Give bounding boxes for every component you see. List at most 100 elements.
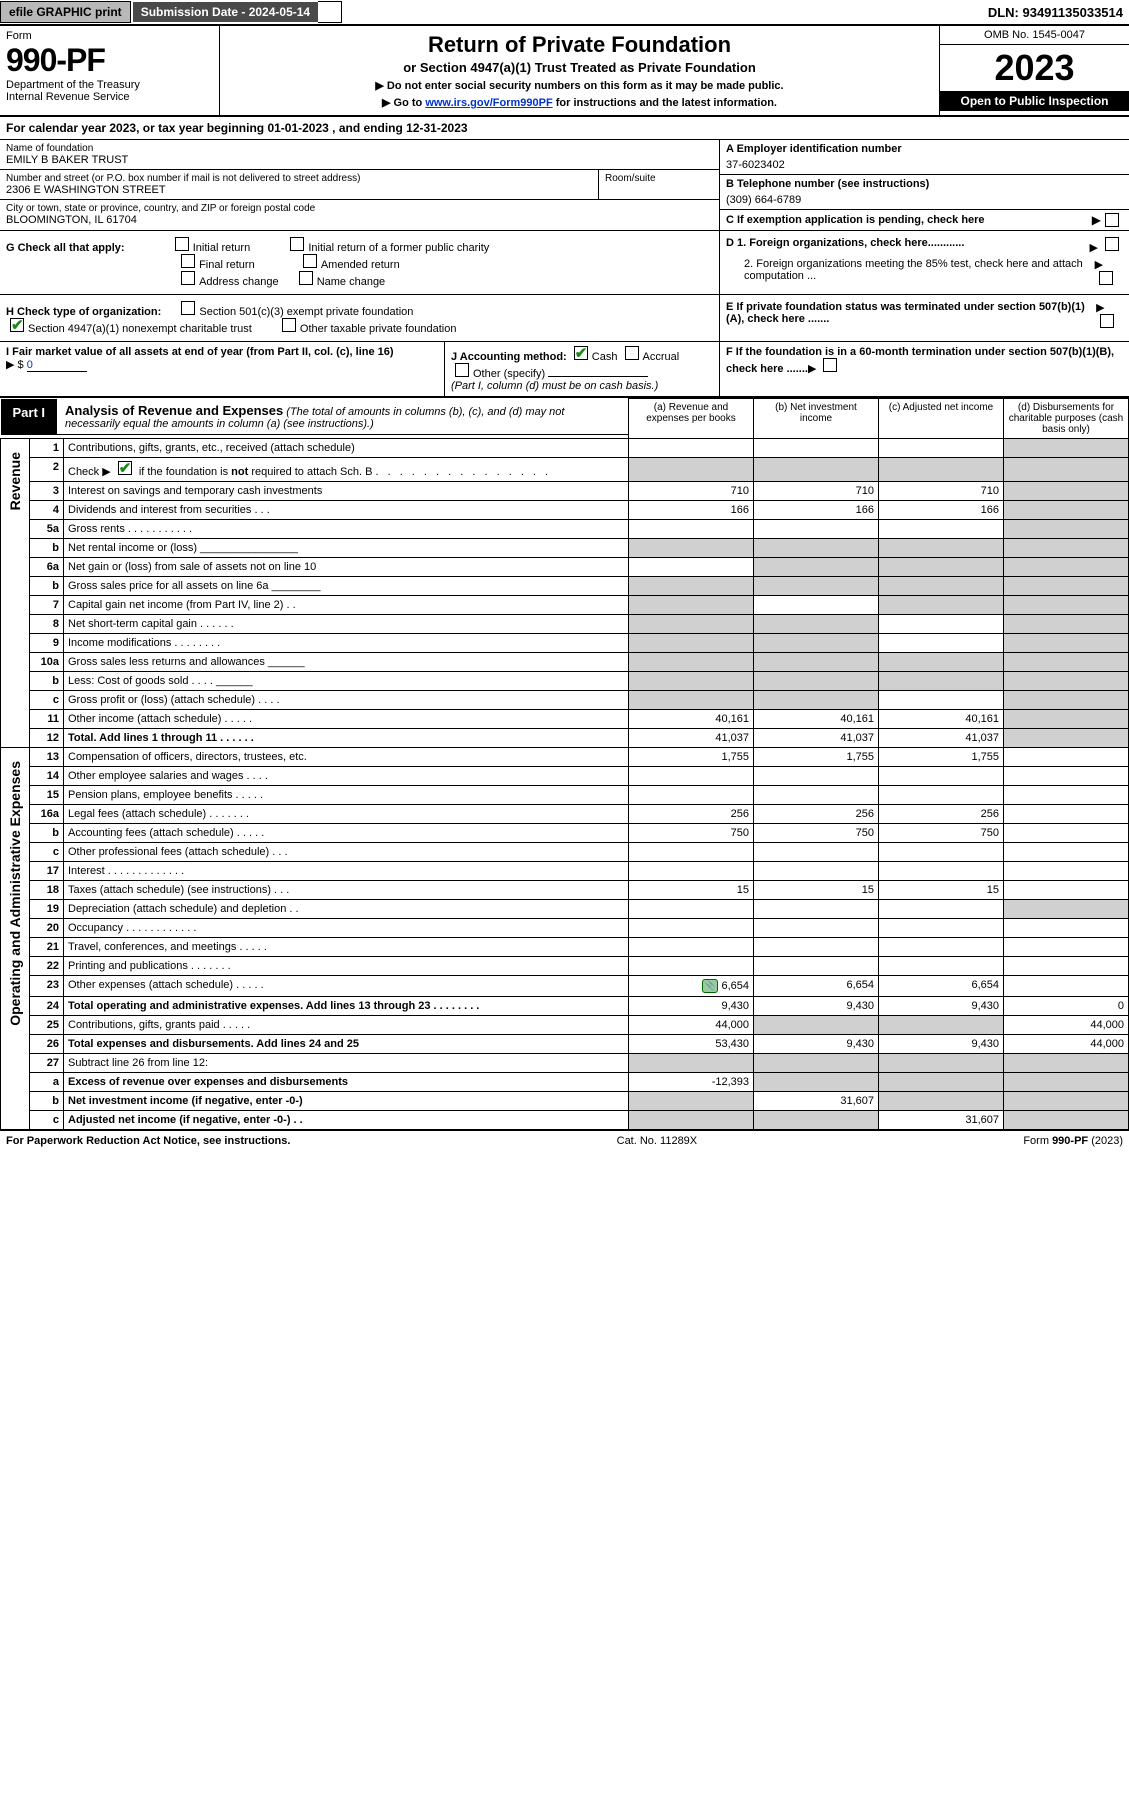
chk-501c3[interactable] — [181, 301, 195, 315]
table-row: Revenue1Contributions, gifts, grants, et… — [1, 439, 1129, 458]
header-left: Form 990-PF Department of the Treasury I… — [0, 26, 220, 115]
table-row: Operating and Administrative Expenses13C… — [1, 748, 1129, 767]
lbl-initial-former: Initial return of a former public charit… — [308, 242, 489, 254]
cell-a — [629, 439, 754, 458]
cell-a — [629, 767, 754, 786]
cell-c: 15 — [879, 881, 1004, 900]
row-desc: Depreciation (attach schedule) and deple… — [64, 900, 629, 919]
lbl-4947a1: Section 4947(a)(1) nonexempt charitable … — [28, 323, 252, 335]
cell-c — [879, 919, 1004, 938]
chk-d2[interactable] — [1099, 271, 1113, 285]
cell-a: -12,393 — [629, 1073, 754, 1092]
row-desc: Excess of revenue over expenses and disb… — [64, 1073, 629, 1092]
cell-b — [754, 596, 879, 615]
name-value: EMILY B BAKER TRUST — [6, 154, 713, 166]
table-row: 24Total operating and administrative exp… — [1, 997, 1129, 1016]
attachment-icon[interactable]: 📎 — [702, 979, 718, 993]
row-number: 4 — [30, 501, 64, 520]
row-number: 6a — [30, 558, 64, 577]
chk-name-change[interactable] — [299, 271, 313, 285]
cell-a — [629, 577, 754, 596]
table-row: 12Total. Add lines 1 through 11 . . . . … — [1, 729, 1129, 748]
lbl-initial: Initial return — [193, 242, 250, 254]
omb-number: OMB No. 1545-0047 — [940, 26, 1129, 45]
top-bar: efile GRAPHIC print Submission Date - 20… — [0, 0, 1129, 26]
table-row: 17Interest . . . . . . . . . . . . . — [1, 862, 1129, 881]
f-label: F If the foundation is in a 60-month ter… — [726, 346, 1114, 375]
lbl-address: Address change — [199, 276, 279, 288]
cell-b — [754, 843, 879, 862]
chk-address-change[interactable] — [181, 271, 195, 285]
entity-block: Name of foundation EMILY B BAKER TRUST N… — [0, 140, 1129, 231]
chk-final-return[interactable] — [181, 254, 195, 268]
cell-a — [629, 653, 754, 672]
f-block: F If the foundation is in a 60-month ter… — [719, 342, 1129, 396]
row-desc: Accounting fees (attach schedule) . . . … — [64, 824, 629, 843]
table-row: 9Income modifications . . . . . . . . — [1, 634, 1129, 653]
address-row: Number and street (or P.O. box number if… — [0, 170, 719, 200]
cell-a: 15 — [629, 881, 754, 900]
cell-d — [1004, 710, 1129, 729]
table-row: 10aGross sales less returns and allowanc… — [1, 653, 1129, 672]
i-block: I Fair market value of all assets at end… — [0, 342, 444, 396]
cell-c: 710 — [879, 482, 1004, 501]
submission-date: Submission Date - 2024-05-14 — [133, 2, 318, 22]
row-number: 19 — [30, 900, 64, 919]
cell-d: 44,000 — [1004, 1016, 1129, 1035]
cell-c — [879, 900, 1004, 919]
chk-sch-b[interactable] — [118, 461, 132, 475]
exemption-checkbox[interactable] — [1105, 213, 1119, 227]
chk-cash[interactable] — [574, 346, 588, 360]
cell-d — [1004, 439, 1129, 458]
chk-other-method[interactable] — [455, 363, 469, 377]
row-number: b — [30, 824, 64, 843]
chk-initial-former[interactable] — [290, 237, 304, 251]
row-desc: Gross sales less returns and allowances … — [64, 653, 629, 672]
cell-d — [1004, 843, 1129, 862]
col-b-header: (b) Net investment income — [754, 399, 879, 439]
table-row: 11Other income (attach schedule) . . . .… — [1, 710, 1129, 729]
chk-d1[interactable] — [1105, 237, 1119, 251]
chk-4947a1[interactable] — [10, 318, 24, 332]
chk-accrual[interactable] — [625, 346, 639, 360]
page-footer: For Paperwork Reduction Act Notice, see … — [0, 1130, 1129, 1151]
calendar-year-line: For calendar year 2023, or tax year begi… — [0, 117, 1129, 140]
cell-a — [629, 862, 754, 881]
table-row: 18Taxes (attach schedule) (see instructi… — [1, 881, 1129, 900]
cell-a: 41,037 — [629, 729, 754, 748]
row-number: 24 — [30, 997, 64, 1016]
row-desc: Occupancy . . . . . . . . . . . . — [64, 919, 629, 938]
cell-b — [754, 957, 879, 976]
chk-other-taxable[interactable] — [282, 318, 296, 332]
lbl-amended: Amended return — [321, 259, 400, 271]
instr2-post: for instructions and the latest informat… — [553, 97, 777, 109]
efile-print-button[interactable]: efile GRAPHIC print — [0, 1, 131, 23]
form-word: Form — [6, 30, 213, 42]
cell-c — [879, 957, 1004, 976]
cell-b — [754, 520, 879, 539]
irs-link[interactable]: www.irs.gov/Form990PF — [425, 97, 552, 109]
chk-f[interactable] — [823, 358, 837, 372]
cell-b — [754, 458, 879, 482]
chk-amended[interactable] — [303, 254, 317, 268]
chk-initial-return[interactable] — [175, 237, 189, 251]
cell-b: 9,430 — [754, 1035, 879, 1054]
cell-d: 0 — [1004, 997, 1129, 1016]
chk-e[interactable] — [1100, 314, 1114, 328]
table-row: 16aLegal fees (attach schedule) . . . . … — [1, 805, 1129, 824]
city-label: City or town, state or province, country… — [6, 203, 713, 214]
table-row: bAccounting fees (attach schedule) . . .… — [1, 824, 1129, 843]
row-desc: Total operating and administrative expen… — [64, 997, 629, 1016]
col-d-header: (d) Disbursements for charitable purpose… — [1004, 399, 1129, 439]
row-desc: Interest on savings and temporary cash i… — [64, 482, 629, 501]
row-number: a — [30, 1073, 64, 1092]
row-number: 20 — [30, 919, 64, 938]
table-row: 20Occupancy . . . . . . . . . . . . — [1, 919, 1129, 938]
cell-b — [754, 672, 879, 691]
cell-c: 9,430 — [879, 997, 1004, 1016]
part1-table: Part I Analysis of Revenue and Expenses … — [0, 398, 1129, 1130]
h-block: H Check type of organization: Section 50… — [0, 295, 719, 341]
row-desc: Interest . . . . . . . . . . . . . — [64, 862, 629, 881]
cell-a: 📎 6,654 — [629, 976, 754, 997]
cell-c — [879, 1054, 1004, 1073]
